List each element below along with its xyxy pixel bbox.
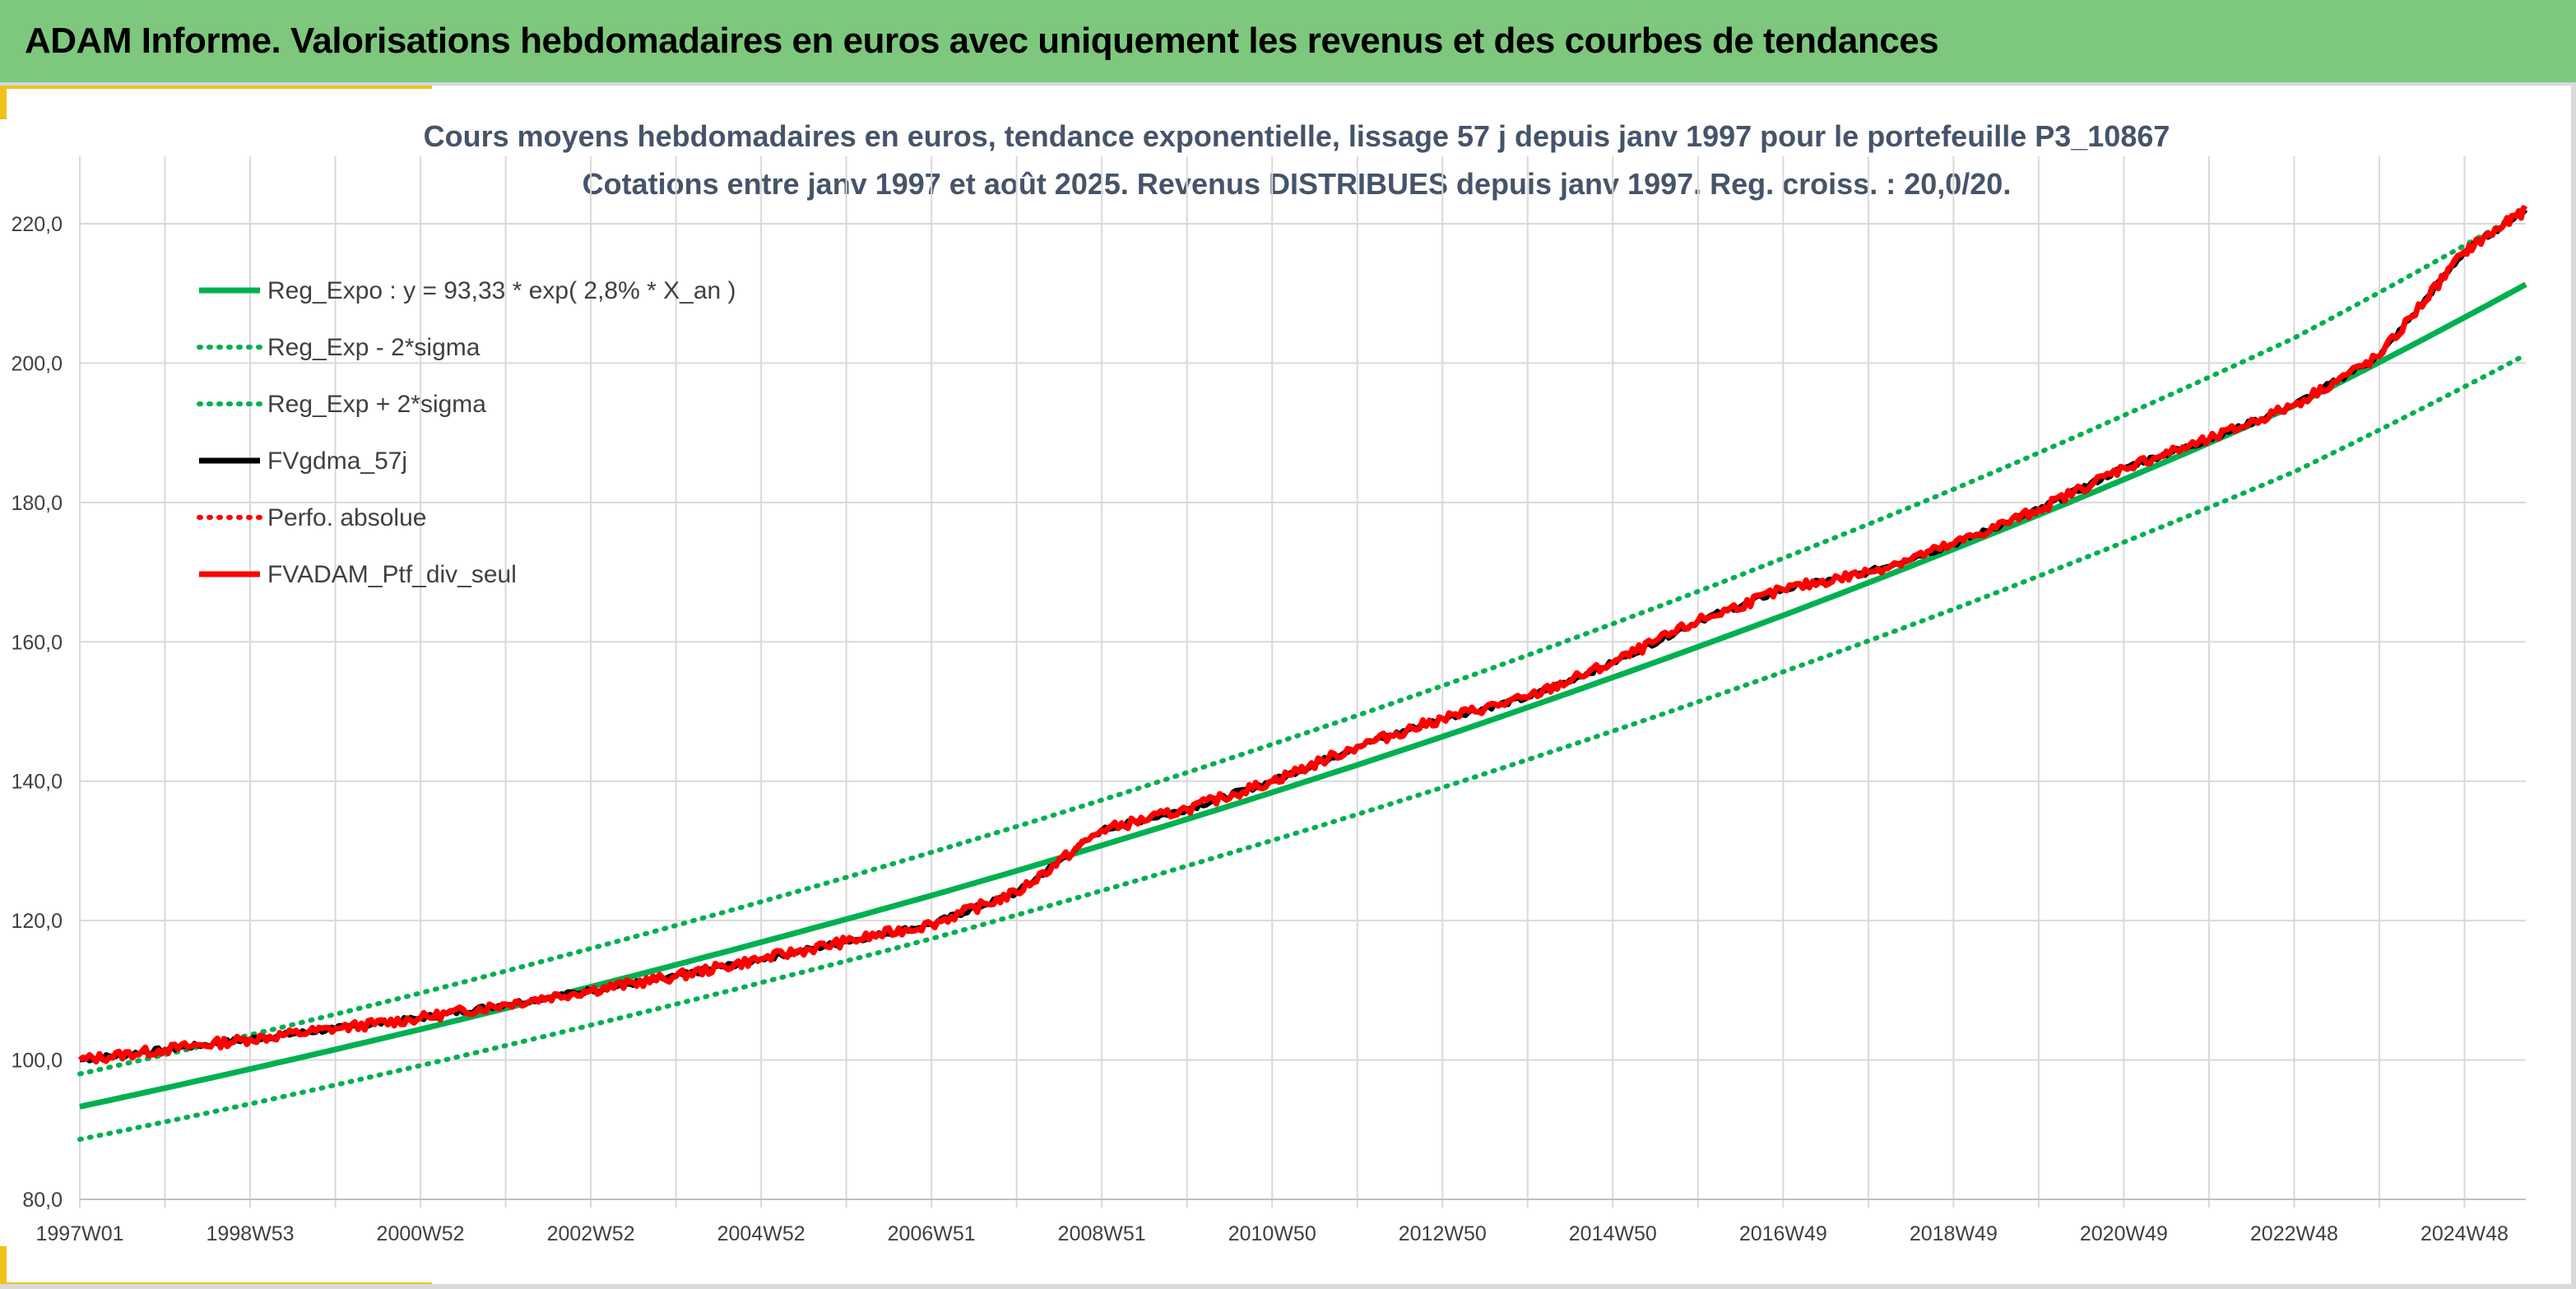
frame-line-bottom [0, 1284, 2576, 1289]
legend-label-upper: Reg_Exp + 2*sigma [267, 391, 486, 418]
legend-label-ptf: FVADAM_Ptf_div_seul [267, 561, 517, 588]
y-tick-label: 160,0 [11, 631, 63, 654]
frame-accent-left-bottom [0, 1246, 7, 1289]
x-tick-label: 2002W52 [547, 1222, 635, 1245]
x-tick-label: 2012W50 [1399, 1222, 1487, 1245]
legend-label-perfo: Perfo. absolue [267, 504, 426, 531]
axis-ticks: 80,0 100,0 120,0 140,0 160,0 180,0 200,0 220,0 1… [11, 213, 2509, 1245]
y-tick-label: 120,0 [11, 910, 63, 933]
gridlines [79, 156, 2526, 1208]
x-tick-label: 2006W51 [888, 1222, 976, 1245]
x-tick-label: 2004W52 [717, 1222, 805, 1245]
frame-line-right [2571, 82, 2576, 1289]
y-tick-label: 100,0 [11, 1050, 63, 1073]
frame-line-top [0, 82, 2576, 86]
y-tick-label: 140,0 [11, 771, 63, 794]
legend-label-gdma: FVgdma_57j [267, 447, 407, 475]
y-tick-label: 80,0 [22, 1189, 63, 1212]
series-line-ptf [77, 205, 2528, 1065]
series-line-upper [77, 207, 2528, 1077]
legend-label-lower: Reg_Exp - 2*sigma [267, 334, 480, 361]
x-tick-label: 2018W49 [1910, 1222, 1998, 1245]
series-lines [77, 205, 2528, 1143]
x-tick-label: 2020W49 [2080, 1222, 2168, 1245]
x-tick-label: 2010W50 [1228, 1222, 1316, 1245]
y-tick-label: 220,0 [11, 213, 63, 236]
frame-accent-left-top [0, 82, 7, 119]
series-line-lower [77, 352, 2528, 1143]
chart-title-line-1: Cours moyens hebdomadaires en euros, ten… [424, 119, 2170, 153]
series-line-reg [79, 281, 2527, 1110]
x-tick-label: 2022W48 [2250, 1222, 2338, 1245]
x-tick-label: 2024W48 [2421, 1222, 2509, 1245]
x-tick-label: 2016W49 [1739, 1222, 1827, 1245]
x-tick-label: 2000W52 [377, 1222, 465, 1245]
x-tick-label: 2014W50 [1569, 1222, 1657, 1245]
y-tick-label: 200,0 [11, 352, 63, 375]
chart-title-line-2: Cotations entre janv 1997 et août 2025. … [583, 167, 2012, 201]
legend: Reg_Expo : y = 93,33 * exp( 2,8% * X_an … [197, 277, 736, 588]
header-bar: ADAM Informe. Valorisations hebdomadaire… [0, 0, 2576, 82]
legend-label-reg: Reg_Expo : y = 93,33 * exp( 2,8% * X_an … [267, 277, 736, 304]
x-tick-label: 1997W01 [35, 1222, 123, 1245]
page-title: ADAM Informe. Valorisations hebdomadaire… [25, 21, 1939, 61]
frame-accent-top-left [0, 82, 432, 89]
x-tick-label: 1998W53 [207, 1222, 295, 1245]
y-tick-label: 180,0 [11, 492, 63, 515]
x-tick-label: 2008W51 [1058, 1222, 1146, 1245]
